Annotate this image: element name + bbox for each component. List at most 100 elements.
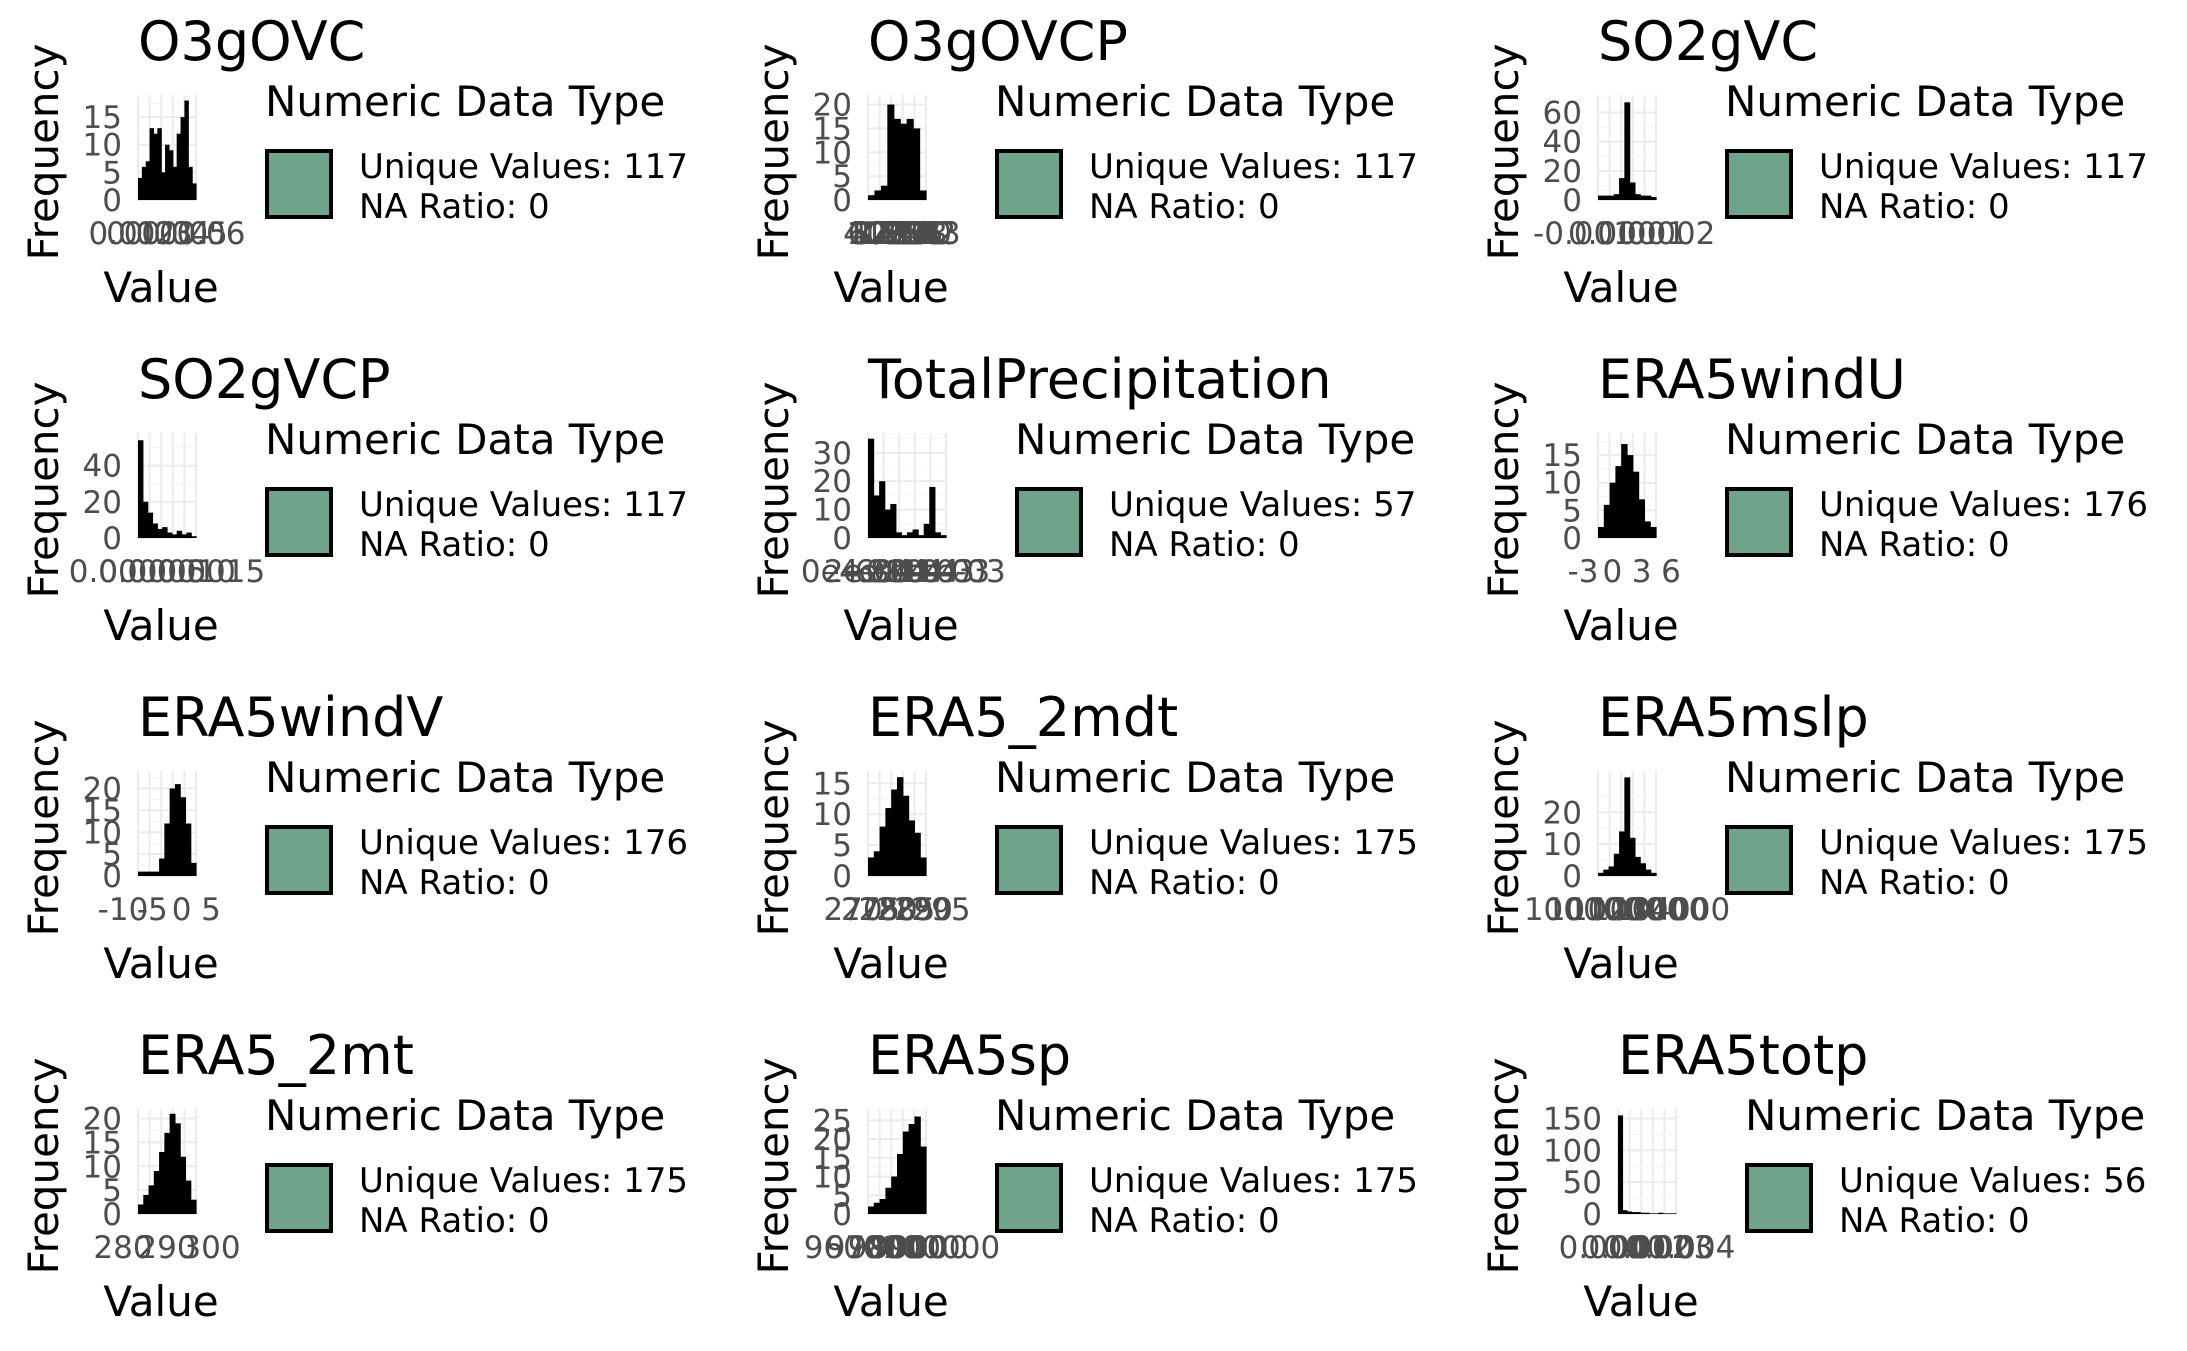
legend-na-ratio: NA Ratio: 0 (1089, 1201, 1280, 1241)
y-tick-label: 5 (832, 159, 852, 195)
y-tick-label: 15 (813, 111, 852, 147)
histogram-bar (1662, 1213, 1668, 1214)
x-tick-label: 0.0010 (127, 554, 235, 590)
histogram-bar (929, 486, 936, 538)
panel-title: O3gOVCP (868, 10, 1128, 73)
panel-title: SO2gVC (1598, 10, 1818, 73)
histogram-bar (1598, 526, 1605, 538)
legend-unique-values: Unique Values: 175 (1089, 1161, 1418, 1201)
histogram-bar (169, 1113, 176, 1214)
y-tick-label: 10 (813, 1160, 852, 1196)
y-axis-title: Frequency (19, 44, 68, 261)
y-tick-label: 50 (1563, 1165, 1602, 1201)
x-tick-label: 100000 (1524, 892, 1642, 928)
y-tick-label: 0 (832, 183, 852, 219)
y-tick-label: 0 (102, 859, 122, 895)
legend-na-ratio: NA Ratio: 0 (1819, 187, 2010, 227)
y-tick-label: 10 (813, 493, 852, 529)
legend-title: Numeric Data Type (1745, 1091, 2145, 1140)
y-axis-title: Frequency (1479, 720, 1528, 937)
legend-swatch (995, 1163, 1063, 1233)
y-tick-label: 10 (1543, 466, 1582, 502)
legend-na-ratio: NA Ratio: 0 (359, 187, 550, 227)
histogram-bar (153, 871, 160, 876)
histogram-bar (1619, 831, 1625, 876)
histogram-bar (180, 1156, 187, 1214)
histogram-bar (902, 1131, 910, 1214)
legend-swatch (995, 825, 1063, 895)
histogram-bar (1624, 102, 1631, 200)
x-tick-label: 22 (873, 216, 912, 252)
histogram-bar (1640, 195, 1647, 200)
histogram-bar (1624, 777, 1631, 876)
histogram-bar (176, 133, 182, 200)
x-tick-label: 0.004 (1647, 1230, 1736, 1266)
x-tick-label: 96000 (804, 1230, 903, 1266)
histogram-bar (1644, 521, 1651, 538)
legend-unique-values: Unique Values: 175 (1819, 823, 2148, 863)
x-tick-label: 24 (877, 216, 916, 252)
panel-title: TotalPrecipitation (867, 348, 1332, 411)
y-tick-label: 0 (1562, 521, 1582, 557)
histogram-bar (190, 1199, 197, 1214)
y-tick-label: 150 (1543, 1102, 1602, 1138)
histogram-bar (873, 851, 881, 876)
y-tick-label: 15 (83, 100, 122, 136)
histogram-bar (885, 1187, 892, 1214)
x-tick-label: 0.002 (1627, 216, 1716, 252)
histogram-bar (907, 532, 914, 538)
histogram-bar (914, 1116, 921, 1214)
legend-title: Numeric Data Type (265, 1091, 665, 1140)
legend-swatch (1745, 1163, 1813, 1233)
y-tick-label: 10 (1543, 827, 1582, 863)
x-tick-label: 0.001 (1581, 1230, 1670, 1266)
legend-title: Numeric Data Type (995, 753, 1395, 802)
y-tick-label: 40 (83, 449, 122, 485)
histogram-bars (1598, 102, 1657, 200)
x-tick-label: 102000 (1568, 892, 1686, 928)
y-tick-label: 25 (813, 1103, 852, 1139)
histogram-bar (873, 495, 880, 538)
histogram-bar (879, 1199, 886, 1214)
histogram-bar (891, 1176, 898, 1214)
y-tick-label: 20 (813, 464, 852, 500)
x-tick-label: 0 (172, 892, 192, 928)
histogram-bar (880, 185, 888, 200)
histogram-bar (1632, 471, 1640, 538)
x-tick-label: 0 (1602, 554, 1622, 590)
y-tick-label: 0 (1582, 1197, 1602, 1233)
legend-unique-values: Unique Values: 117 (359, 485, 688, 525)
y-axis-title: Frequency (19, 1058, 68, 1275)
histogram-bar (1645, 869, 1652, 876)
legend-na-ratio: NA Ratio: 0 (1819, 863, 2010, 903)
histogram-bar (176, 530, 183, 538)
histogram-bar (152, 523, 158, 538)
histogram-bar (908, 1124, 915, 1214)
x-tick-label: 1e-03 (901, 554, 990, 590)
histogram-bar (142, 501, 149, 538)
x-tick-label: 28 (886, 216, 925, 252)
x-tick-label: 98000 (848, 1230, 947, 1266)
histogram-bar (873, 1202, 881, 1214)
y-tick-label: 15 (813, 766, 852, 802)
y-tick-label: 5 (1562, 493, 1582, 529)
histogram-bar (901, 535, 908, 538)
x-tick-label: 12 (851, 216, 890, 252)
histogram-bar (912, 529, 919, 538)
y-tick-label: 5 (832, 828, 852, 864)
x-tick-label: 280 (859, 892, 918, 928)
histogram-bar (1640, 1212, 1646, 1214)
histogram-bar (147, 512, 154, 538)
legend-na-ratio: NA Ratio: 0 (359, 525, 550, 565)
x-tick-label: 3 (1632, 554, 1652, 590)
x-tick-label: 0.002 (1603, 1230, 1692, 1266)
y-tick-label: 20 (813, 88, 852, 124)
legend-unique-values: Unique Values: 57 (1109, 485, 1416, 525)
histogram-bar (1603, 504, 1611, 538)
